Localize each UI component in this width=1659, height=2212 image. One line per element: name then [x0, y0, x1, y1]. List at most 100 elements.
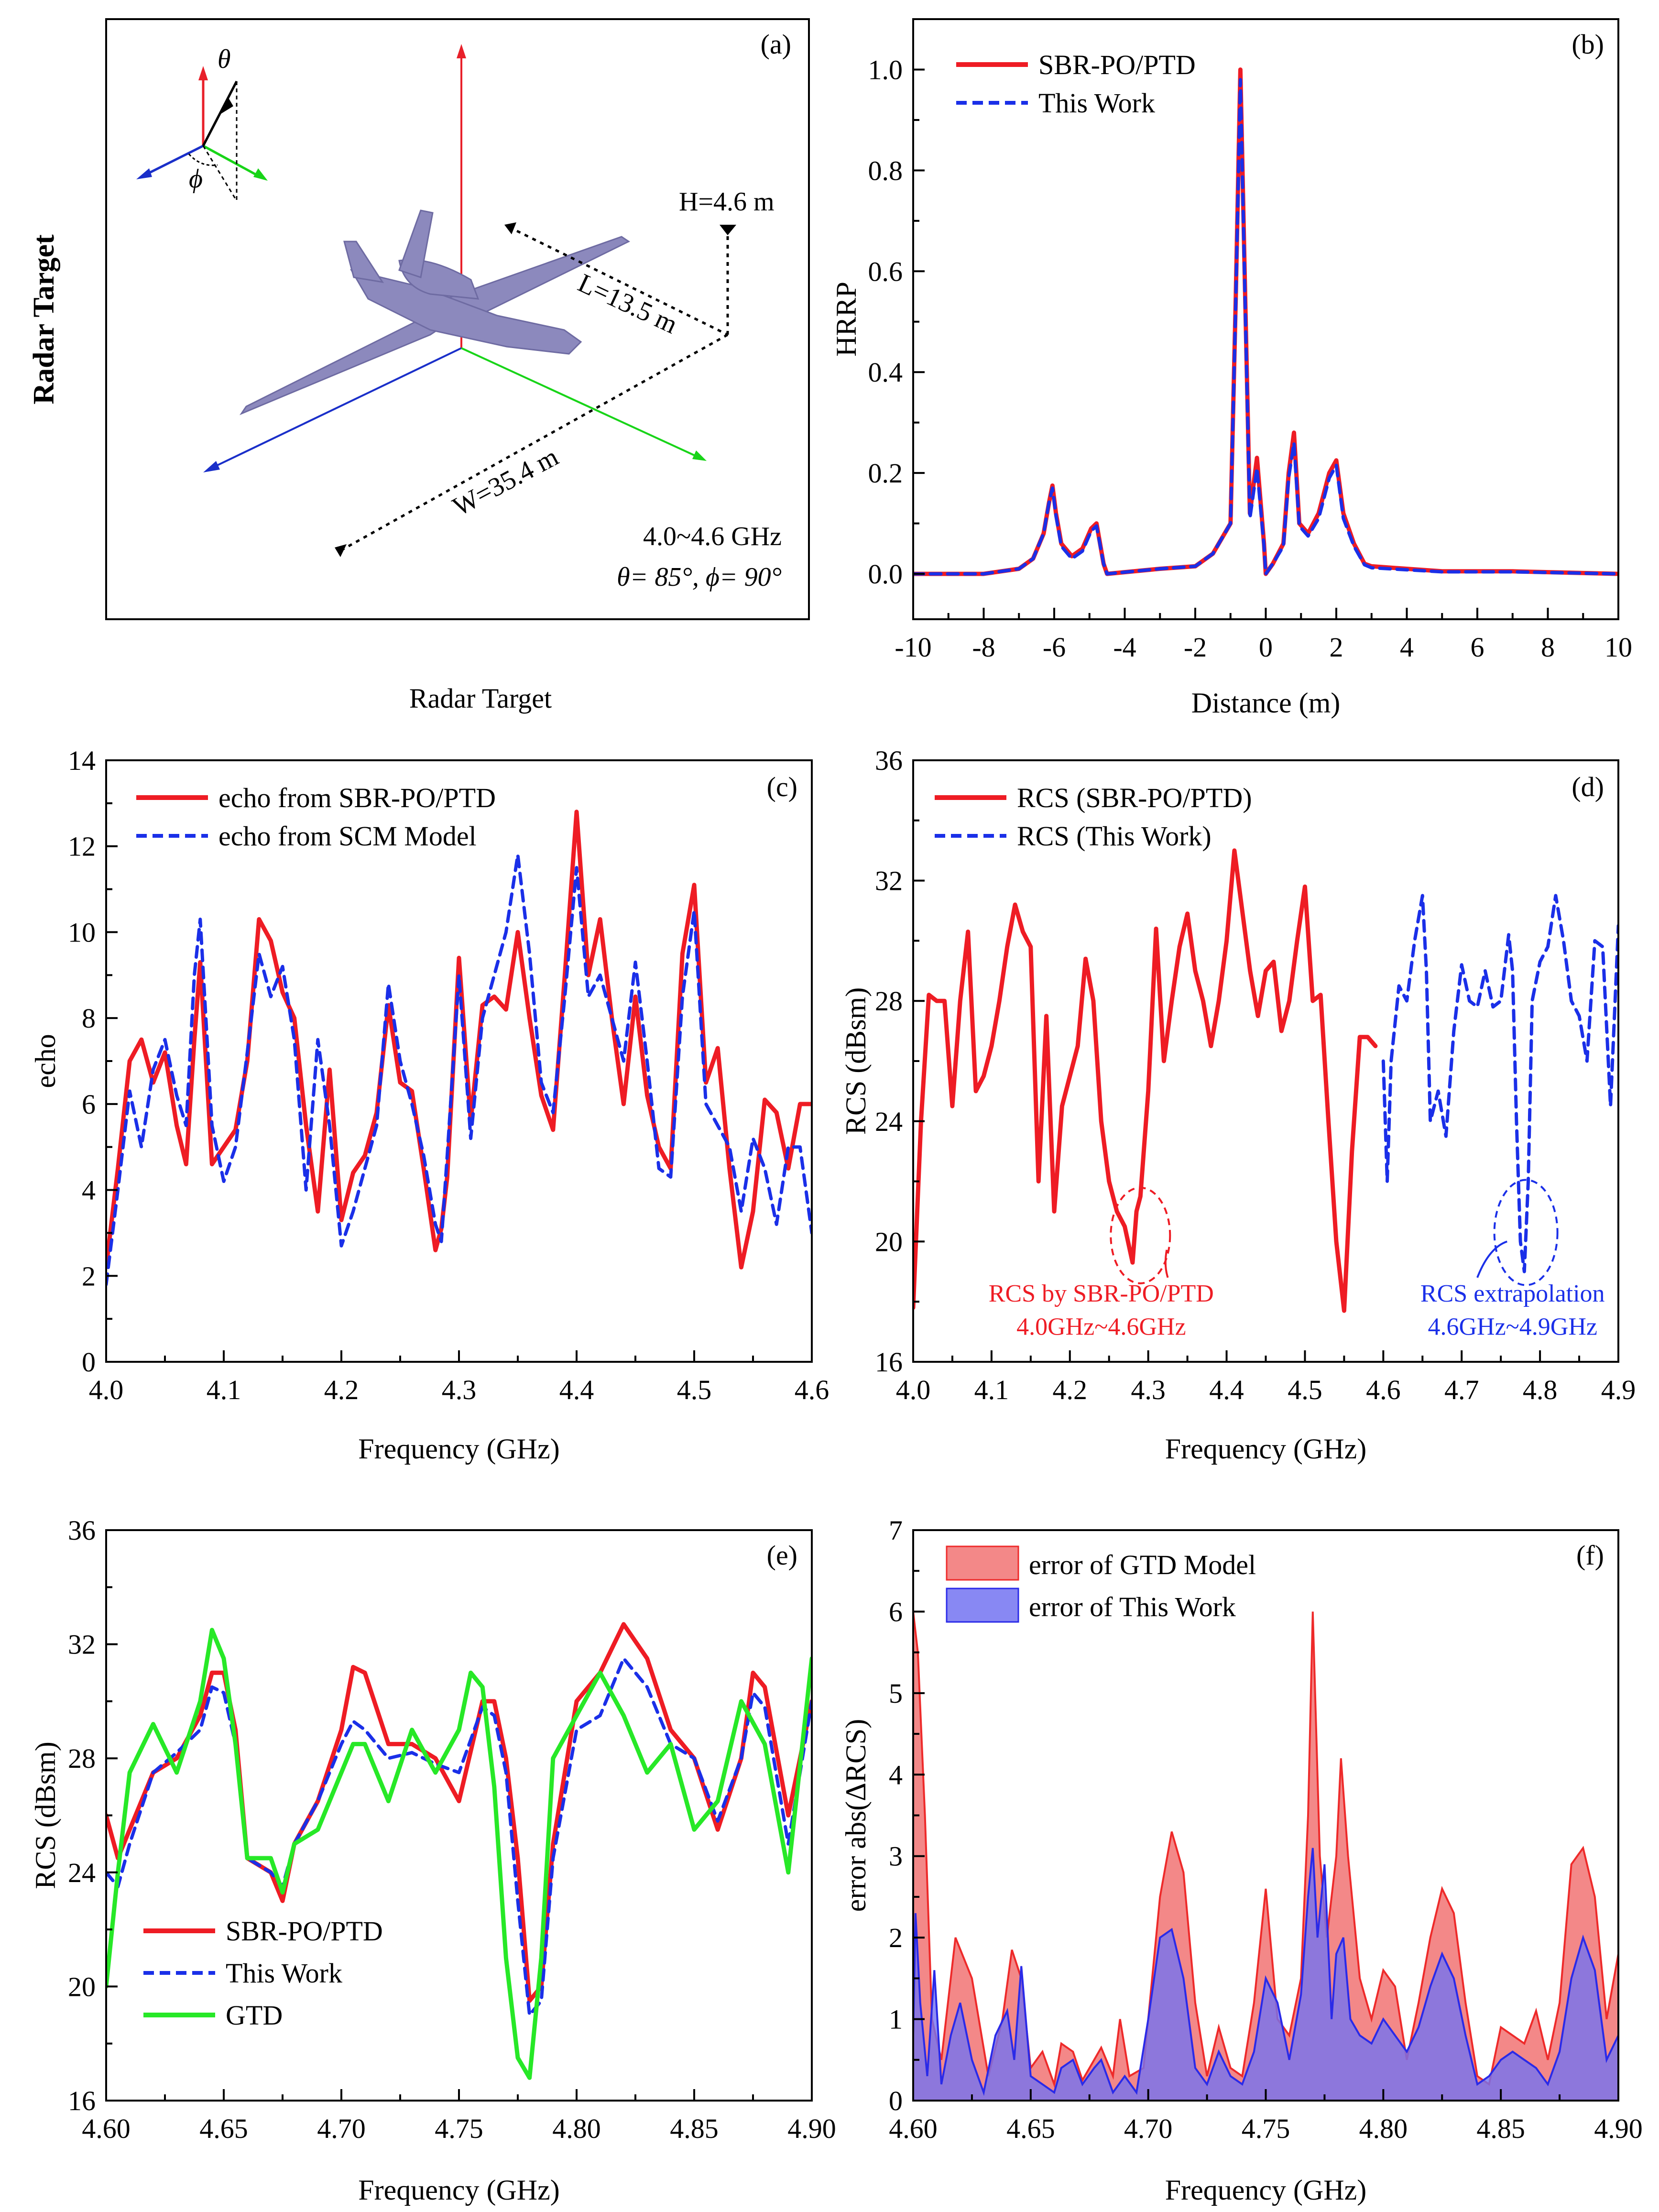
y-tick-label-b-3: 0.6	[868, 256, 903, 287]
indicator-x-arrowhead	[136, 168, 152, 179]
y-tick-label-e-3: 28	[68, 1743, 96, 1774]
legend-label-e-2: GTD	[226, 2000, 283, 2031]
y-tick-label-f-1: 1	[889, 2004, 903, 2035]
area-f-this-work-error	[913, 1848, 1618, 2101]
y-tick-label-c-1: 2	[82, 1260, 96, 1292]
x-tick-label-e-1: 4.65	[199, 2113, 248, 2144]
x-tick-label-c-2: 4.2	[324, 1374, 359, 1405]
height-marker	[720, 225, 736, 235]
legend-label-b-0: SBR-PO/PTD	[1038, 49, 1196, 80]
panel-label-b: (b)	[1572, 29, 1604, 60]
y-tick-label-e-5: 36	[68, 1515, 96, 1546]
aircraft-model	[239, 209, 630, 416]
series-group-e	[106, 1622, 812, 2080]
line-e-series-2	[106, 1628, 812, 2080]
x-tick-label-b-7: 4	[1400, 632, 1414, 663]
angle-annotation: θ= 85°, ϕ= 90°	[617, 562, 782, 592]
series-group-b	[913, 67, 1618, 576]
extrapolation-highlight-ellipse	[1493, 1179, 1559, 1286]
x-tick-label-d-8: 4.8	[1523, 1374, 1558, 1405]
y-tick-label-e-0: 16	[68, 2085, 96, 2116]
y-tick-label-e-4: 32	[68, 1629, 96, 1660]
legend-label-c-0: echo from SBR-PO/PTD	[218, 782, 496, 813]
y-axis-label-c: echo	[30, 1034, 61, 1088]
legend-label-d-1: RCS (This Work)	[1017, 821, 1212, 852]
y-tick-label-c-2: 4	[82, 1175, 96, 1206]
x-tick-label-f-1: 4.65	[1006, 2113, 1055, 2144]
y-axis-label-e: RCS (dBsm)	[30, 1741, 61, 1889]
y-tick-label-d-1: 20	[875, 1226, 903, 1257]
panel-label-e: (e)	[767, 1540, 797, 1571]
y-tick-label-f-4: 4	[889, 1759, 903, 1790]
panel-e-chart: 4.60 4.65 4.70 4.75 4.80 4.85 4.90 16 20 24 28 32 36…	[30, 1515, 836, 2206]
v-tail-left	[398, 209, 434, 278]
width-dimension-line	[341, 333, 729, 551]
x-tick-label-b-2: -6	[1043, 632, 1066, 663]
legend-label-e-1: This Work	[226, 1958, 342, 1989]
panel-label-d: (d)	[1572, 771, 1604, 802]
x-tick-label-e-5: 4.85	[670, 2113, 719, 2144]
left-wing	[239, 315, 454, 416]
extrapolation-annotation-line2: 4.6GHz~4.9GHz	[1428, 1313, 1597, 1340]
x-axis-label-d: Frequency (GHz)	[1165, 1433, 1367, 1465]
width-marker	[335, 544, 347, 557]
y-tick-label-b-4: 0.8	[868, 155, 903, 186]
x-tick-label-c-3: 4.3	[442, 1374, 477, 1405]
x-axis-label-e: Frequency (GHz)	[358, 2174, 560, 2206]
x-axis-label-f: Frequency (GHz)	[1165, 2174, 1367, 2206]
line-c-series-0	[106, 810, 812, 1270]
indicator-incidence-direction	[202, 80, 238, 147]
dimension-lines	[341, 226, 729, 551]
x-tick-label-e-0: 4.60	[82, 2113, 131, 2144]
v-tail-right	[343, 241, 384, 284]
y-tick-label-c-7: 14	[68, 745, 96, 776]
x-axis	[210, 347, 462, 470]
plot-frame-b	[912, 18, 1619, 620]
line-b-series-1	[913, 78, 1618, 576]
x-tick-label-b-3: -4	[1113, 632, 1136, 663]
legend-label-c-1: echo from SCM Model	[218, 821, 477, 852]
x-tick-label-d-4: 4.4	[1209, 1374, 1244, 1405]
x-tick-label-c-1: 4.1	[207, 1374, 241, 1405]
panel-a-label: (a)	[761, 29, 791, 60]
x-axis-label-b: Distance (m)	[1191, 687, 1341, 719]
legend-label-f-0: error of GTD Model	[1029, 1549, 1256, 1580]
width-annotation: W=35.4 m	[448, 442, 563, 522]
y-axis-arrowhead	[692, 450, 707, 461]
sbr-pointer-arrow	[1164, 1249, 1169, 1278]
y-tick-label-f-7: 7	[889, 1515, 903, 1546]
legend-label-b-1: This Work	[1038, 88, 1155, 119]
x-tick-label-b-5: 0	[1259, 632, 1273, 663]
sbr-annotation-line1: RCS by SBR-PO/PTD	[989, 1280, 1214, 1307]
line-d-series-0	[913, 848, 1378, 1313]
panel-label-f: (f)	[1576, 1540, 1604, 1571]
x-axis-label-c: Frequency (GHz)	[358, 1433, 560, 1465]
indicator-x-axis	[140, 144, 204, 178]
y-axis-label-b: HRRP	[830, 282, 862, 357]
series-group-c	[106, 810, 812, 1286]
line-d-series-1	[1381, 894, 1618, 1273]
line-e-series-1	[106, 1656, 812, 2017]
y-axis	[461, 347, 701, 459]
y-tick-label-b-2: 0.4	[868, 357, 903, 388]
x-tick-label-b-8: 6	[1471, 632, 1484, 663]
x-tick-label-c-0: 4.0	[89, 1374, 124, 1405]
panel-f-chart: 4.60 4.65 4.70 4.75 4.80 4.85 4.90 0 1 2 3 4 5 6 7 Freq…	[840, 1515, 1643, 2206]
x-tick-label-c-5: 4.5	[677, 1374, 712, 1405]
phi-symbol: ϕ	[189, 164, 203, 194]
x-tick-label-b-10: 10	[1604, 632, 1632, 663]
y-tick-label-f-3: 3	[889, 1841, 903, 1872]
y-tick-label-f-0: 0	[889, 2085, 903, 2116]
legend-swatch-f-0	[946, 1545, 1019, 1581]
x-tick-label-e-3: 4.75	[435, 2113, 483, 2144]
length-marker	[504, 222, 516, 234]
x-tick-label-d-9: 4.9	[1601, 1374, 1636, 1405]
x-tick-label-d-3: 4.3	[1131, 1374, 1166, 1405]
x-tick-label-d-6: 4.6	[1366, 1374, 1401, 1405]
legend-label-d-0: RCS (SBR-PO/PTD)	[1017, 782, 1252, 813]
panel-a-diagram: (a) Radar Target Radar Target θ ϕ	[28, 18, 810, 714]
legend-label-f-1: error of This Work	[1029, 1591, 1236, 1622]
indicator-y-arrowhead	[253, 168, 268, 181]
x-axis-arrowhead	[203, 461, 220, 472]
